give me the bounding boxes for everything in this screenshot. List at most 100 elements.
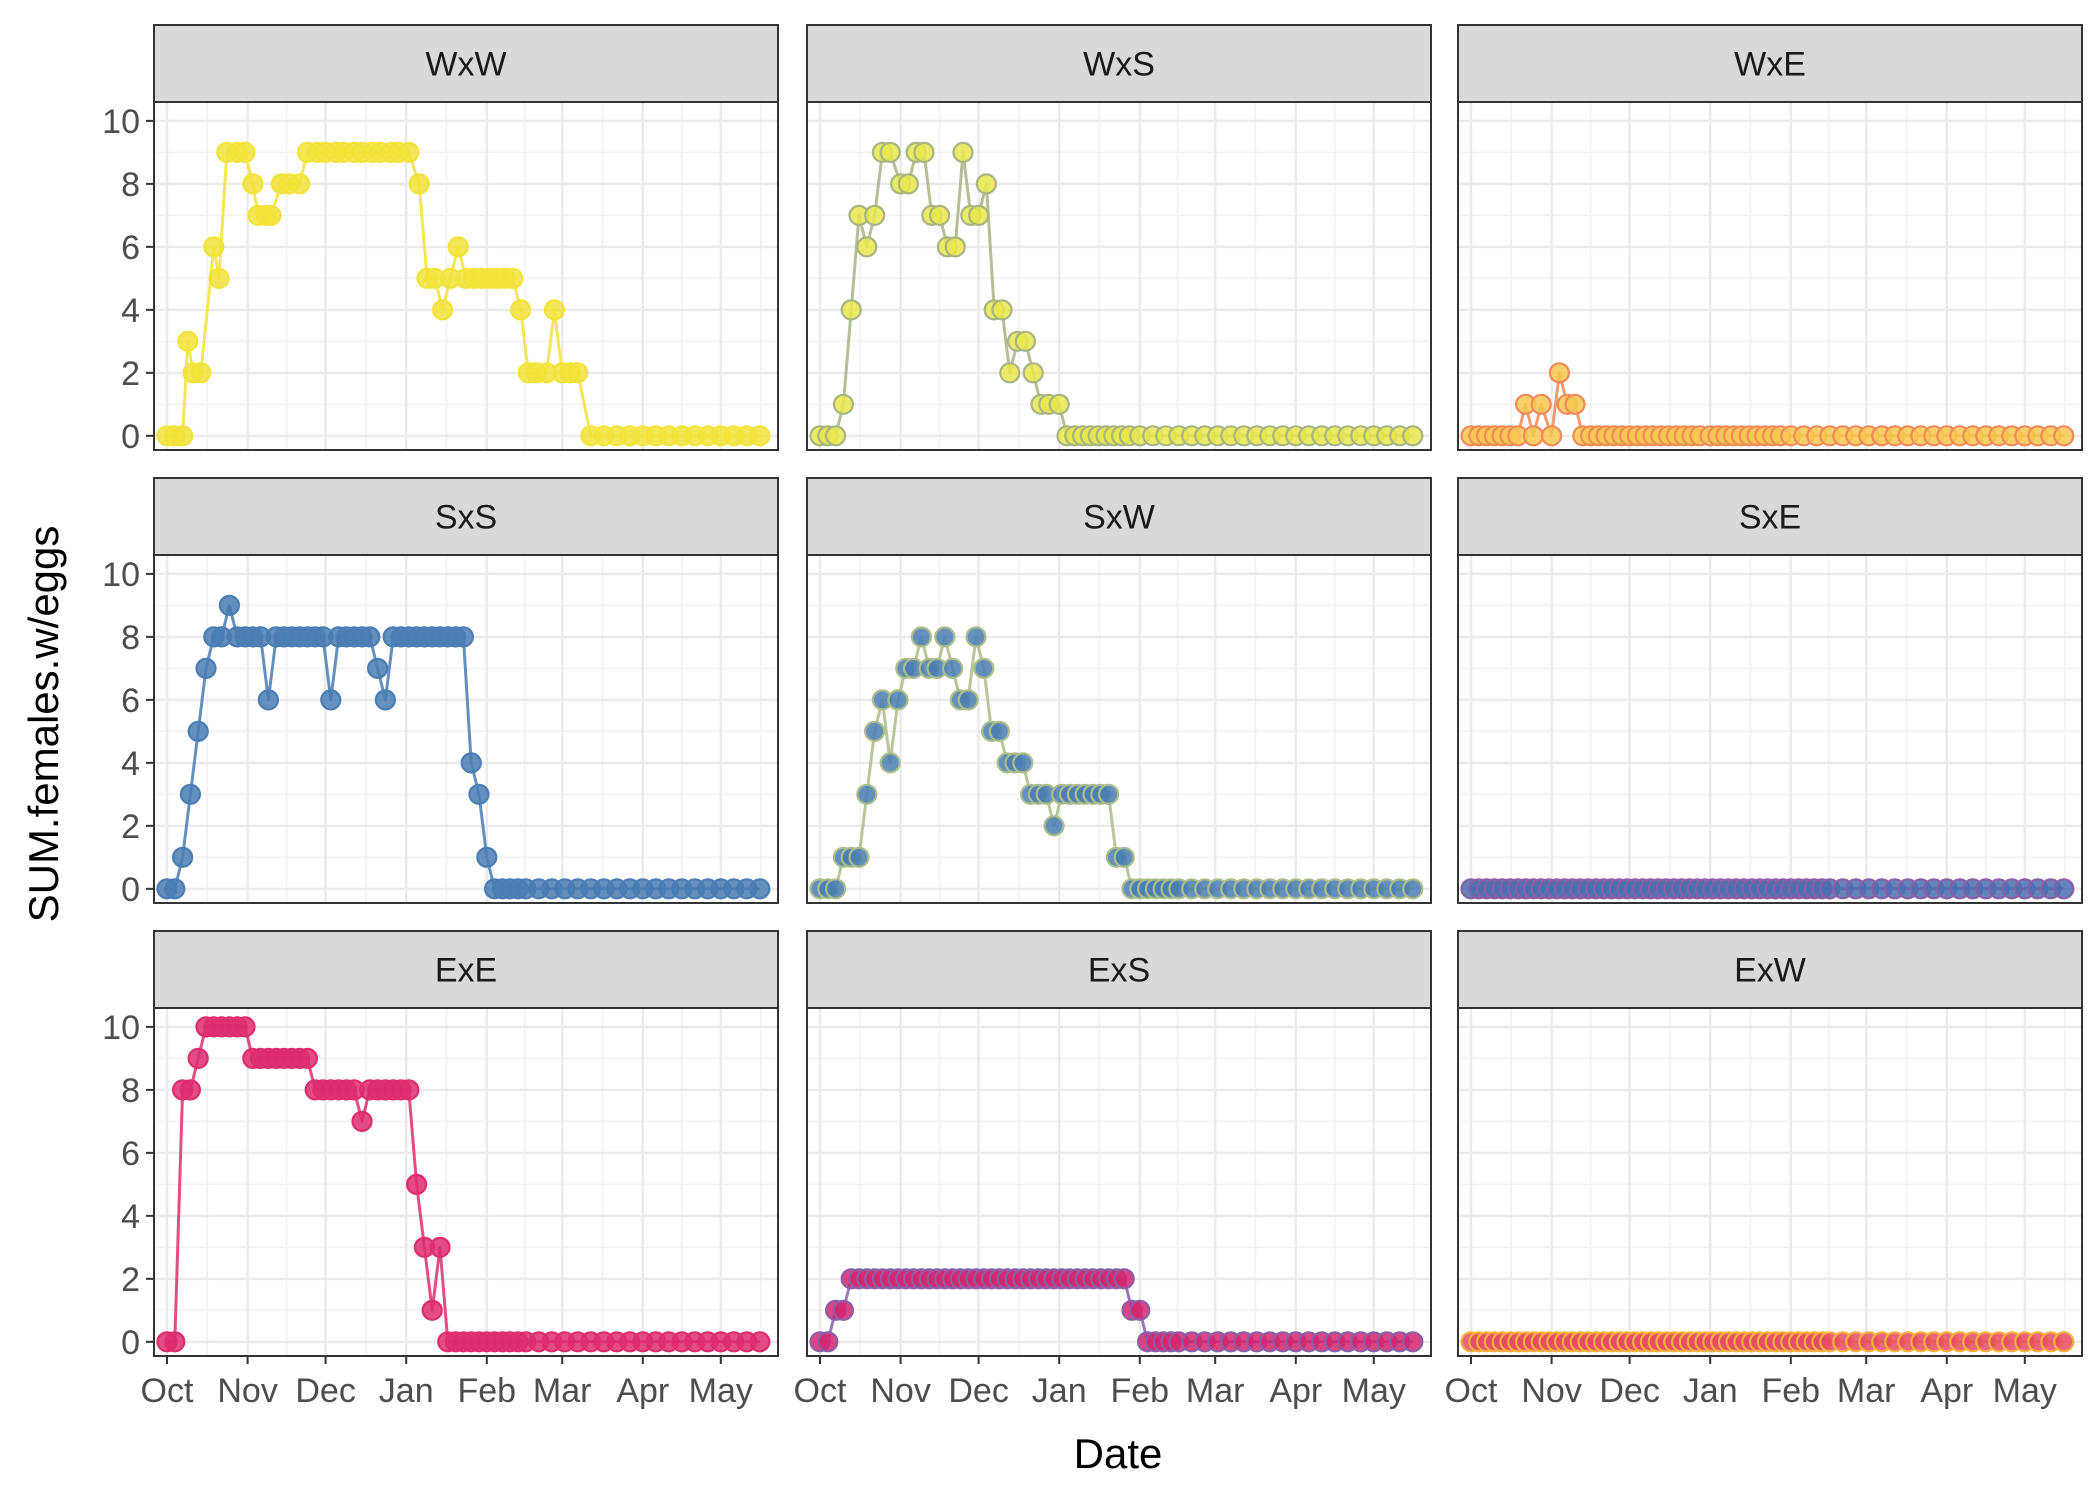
data-point (1012, 752, 1034, 774)
data-point (944, 236, 966, 258)
x-tick-label: May (1993, 1372, 2057, 1410)
data-point (164, 878, 186, 900)
y-tick-label: 4 (121, 292, 140, 330)
data-point (975, 173, 998, 195)
data-point (432, 299, 454, 321)
data-point (187, 720, 209, 743)
y-tick-label: 2 (121, 355, 140, 393)
x-tick-label: Apr (616, 1372, 669, 1410)
x-tick-label: Mar (533, 1372, 592, 1410)
data-point (351, 1110, 373, 1133)
panel-strip (1457, 477, 2083, 556)
data-point (468, 783, 490, 805)
panel-strip-label: SxS (435, 499, 497, 537)
data-point (374, 689, 396, 711)
data-point (172, 425, 194, 447)
data-point (242, 173, 264, 195)
panel-strip-label: WxW (425, 46, 506, 84)
plot-background (154, 555, 778, 903)
data-point (913, 141, 935, 163)
data-point (1522, 425, 1545, 447)
data-point (543, 299, 566, 321)
panel-border (806, 101, 1432, 451)
data-point (234, 1016, 256, 1038)
data-point (967, 204, 990, 226)
plot-background (1458, 1008, 2082, 1356)
panel-strip-label: SxW (1083, 499, 1155, 537)
data-point (421, 1299, 443, 1321)
panel-strip-label: WxS (1083, 46, 1155, 84)
data-point (887, 689, 909, 711)
panel-border (1457, 554, 2083, 904)
panel-sxe: SxE (1457, 477, 2083, 904)
panel-border (806, 554, 1432, 904)
x-tick-label: Nov (870, 1372, 930, 1410)
x-tick-label: Dec (295, 1372, 355, 1410)
data-point (476, 846, 498, 868)
panel-strip (806, 24, 1432, 103)
panel-border (153, 101, 779, 451)
data-point (1402, 425, 1424, 447)
x-tick-label: Oct (141, 1372, 194, 1410)
y-tick-label: 6 (121, 682, 140, 720)
data-point (460, 752, 482, 774)
y-tick-label: 10 (102, 556, 140, 594)
x-tick-label: May (1342, 1372, 1406, 1410)
x-tick-label: Feb (458, 1372, 517, 1410)
data-point (234, 141, 256, 163)
data-point (2053, 1331, 2075, 1353)
panels: WxW 0 2 4 6 8 10 WxS WxE SxS 0 2 4 6 8 10 SxW SxE ExE 0 2 4 6 8… (102, 24, 2083, 1410)
panel-border (1457, 1007, 2083, 1357)
data-point (179, 1079, 201, 1101)
data-point (988, 720, 1011, 743)
y-tick-label: 8 (121, 619, 140, 657)
panel-sxw: SxW (806, 477, 1432, 904)
data-point (1113, 846, 1135, 868)
x-tick-label: Jan (1683, 1372, 1738, 1410)
panel-strip (153, 930, 779, 1009)
panel-strip (806, 930, 1432, 1009)
data-point (195, 657, 217, 680)
data-point (1530, 393, 1552, 415)
x-tick-label: Oct (1445, 1372, 1498, 1410)
data-point (879, 141, 901, 163)
y-tick-label: 8 (121, 1072, 140, 1110)
panel-strip (806, 477, 1432, 556)
data-point (406, 1173, 428, 1196)
data-point (509, 299, 532, 321)
data-point (447, 236, 469, 258)
data-point (952, 141, 974, 163)
data-point (965, 626, 987, 648)
data-point (1402, 1331, 1424, 1353)
data-point (177, 330, 199, 352)
panel-strip-label: ExW (1734, 952, 1806, 990)
data-point (934, 626, 956, 648)
data-point (408, 173, 430, 195)
panel-wxe: WxE (1457, 24, 2083, 451)
data-point (398, 1079, 420, 1101)
panel-strip-label: ExE (435, 952, 497, 990)
data-point (1540, 425, 1563, 447)
x-tick-label: Nov (1521, 1372, 1581, 1410)
y-tick-label: 8 (121, 166, 140, 204)
plot-background (807, 1008, 1431, 1356)
plot-background (1458, 555, 2082, 903)
data-point (260, 204, 282, 226)
data-point (172, 846, 194, 868)
panel-border (153, 1007, 779, 1357)
x-tick-label: Nov (217, 1372, 277, 1410)
data-point (398, 141, 420, 163)
data-point (203, 236, 225, 258)
data-point (897, 173, 920, 195)
data-point (567, 362, 589, 384)
panel-wxs: WxS (806, 24, 1432, 451)
y-tick-label: 4 (121, 745, 140, 783)
plot-background (807, 555, 1431, 903)
y-tick-label: 6 (121, 1135, 140, 1173)
data-point (856, 236, 878, 258)
data-point (208, 267, 230, 289)
data-point (879, 752, 901, 774)
data-point (2053, 878, 2075, 900)
x-tick-label: Jan (1032, 1372, 1087, 1410)
x-tick-label: May (689, 1372, 753, 1410)
